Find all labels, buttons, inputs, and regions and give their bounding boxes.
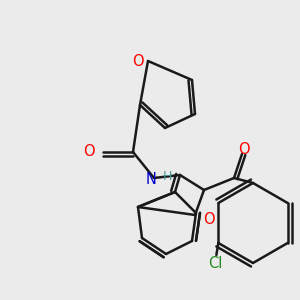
Text: O: O [238, 142, 250, 157]
Text: N: N [146, 172, 156, 188]
Text: Cl: Cl [208, 256, 223, 272]
Text: O: O [203, 212, 214, 226]
Text: O: O [83, 145, 95, 160]
Text: O: O [132, 53, 144, 68]
Text: H: H [162, 169, 172, 182]
